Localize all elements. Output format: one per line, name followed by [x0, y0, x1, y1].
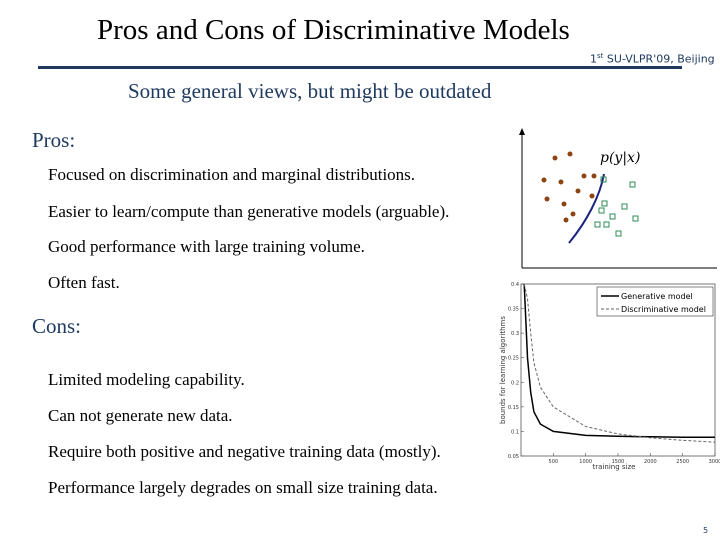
- legend-entry-generative: Generative model: [621, 292, 693, 301]
- class-a-point: [581, 173, 587, 179]
- cons-item: Performance largely degrades on small si…: [48, 478, 438, 497]
- conference-ordinal: 1: [590, 52, 597, 66]
- class-b-point: [629, 181, 636, 188]
- pros-heading: Pros:: [32, 128, 76, 152]
- x-axis-label: training size: [593, 463, 636, 471]
- legend-box: [596, 286, 714, 317]
- class-b-point: [601, 200, 608, 207]
- decision-boundary: [568, 173, 605, 244]
- x-tick-label: 1000: [579, 459, 592, 465]
- class-a-point: [591, 173, 597, 179]
- cons-item: Require both positive and negative train…: [48, 442, 441, 461]
- y-tick-label: 0.35: [508, 307, 519, 313]
- class-a-point: [552, 155, 558, 161]
- class-a-point: [558, 179, 564, 185]
- classification-diagram: p(y|x): [519, 128, 717, 269]
- learning-bound-plot: 500 1000 1500 2000 2500 3000 0.05 0.1 0.15 0.2 0.2…: [493, 278, 720, 474]
- class-b-point: [621, 203, 628, 210]
- series-line-discriminative: [523, 283, 716, 443]
- plot-series: [523, 283, 716, 443]
- cons-item: Limited modeling capability.: [48, 370, 245, 389]
- x-tick-label: 500: [549, 459, 559, 465]
- pros-item: Easier to learn/compute than generative …: [48, 202, 450, 221]
- page-number: 5: [703, 526, 709, 535]
- class-a-point: [575, 188, 581, 194]
- x-tick-label: 2000: [644, 459, 657, 465]
- title-underline: [38, 66, 682, 69]
- class-b-point: [603, 221, 610, 228]
- class-b-point: [594, 221, 601, 228]
- cons-item: Can not generate new data.: [48, 406, 233, 425]
- y-tick-label: 0.3: [511, 331, 519, 337]
- plot-ticks: 500 1000 1500 2000 2500 3000 0.05 0.1 0.15 0.2 0.2…: [508, 282, 720, 465]
- formula-label: p(y|x): [600, 150, 640, 166]
- y-tick-label: 0.2: [511, 380, 519, 386]
- class-a-point: [541, 177, 547, 183]
- y-tick-label: 0.15: [508, 405, 519, 411]
- class-b-point: [609, 213, 616, 220]
- plot-legend: Generative model Discriminative model: [596, 286, 714, 317]
- class-b-point: [598, 207, 605, 214]
- series-line-generative: [523, 283, 715, 439]
- pros-item: Often fast.: [48, 273, 120, 292]
- conference-label: 1st SU-VLPR'09, Beijing: [590, 52, 715, 66]
- y-tick-label: 0.05: [508, 454, 519, 460]
- conference-ordinal-suffix: st: [597, 52, 604, 60]
- y-axis-label: bounds for learning algorithms: [499, 316, 507, 424]
- y-tick-label: 0.4: [511, 282, 519, 288]
- class-a-point: [544, 196, 550, 202]
- slide-title: Pros and Cons of Discriminative Models: [97, 14, 570, 46]
- class-a-point: [567, 151, 573, 157]
- class-b-point: [632, 215, 639, 222]
- class-a-point: [570, 211, 576, 217]
- cons-heading: Cons:: [32, 314, 82, 338]
- class-a-point: [589, 193, 595, 199]
- diagram-y-arrow-icon: [519, 128, 525, 135]
- y-tick-label: 0.25: [508, 356, 519, 362]
- pros-item: Focused on discrimination and marginal d…: [48, 165, 416, 184]
- class-a-points: [541, 151, 597, 223]
- class-b-points: [594, 176, 639, 237]
- x-tick-label: 1500: [612, 459, 625, 465]
- pros-item: Good performance with large training vol…: [48, 237, 365, 256]
- x-tick-label: 2500: [676, 459, 689, 465]
- class-b-point: [615, 230, 622, 237]
- conference-name: SU-VLPR'09, Beijing: [606, 52, 715, 66]
- y-tick-label: 0.1: [511, 429, 519, 435]
- slide-subtitle: Some general views, but might be outdate…: [128, 79, 492, 103]
- legend-entry-discriminative: Discriminative model: [621, 305, 706, 314]
- class-b-point: [600, 176, 607, 183]
- x-tick-label: 3000: [709, 459, 720, 465]
- class-a-point: [561, 201, 567, 207]
- class-a-point: [563, 217, 569, 223]
